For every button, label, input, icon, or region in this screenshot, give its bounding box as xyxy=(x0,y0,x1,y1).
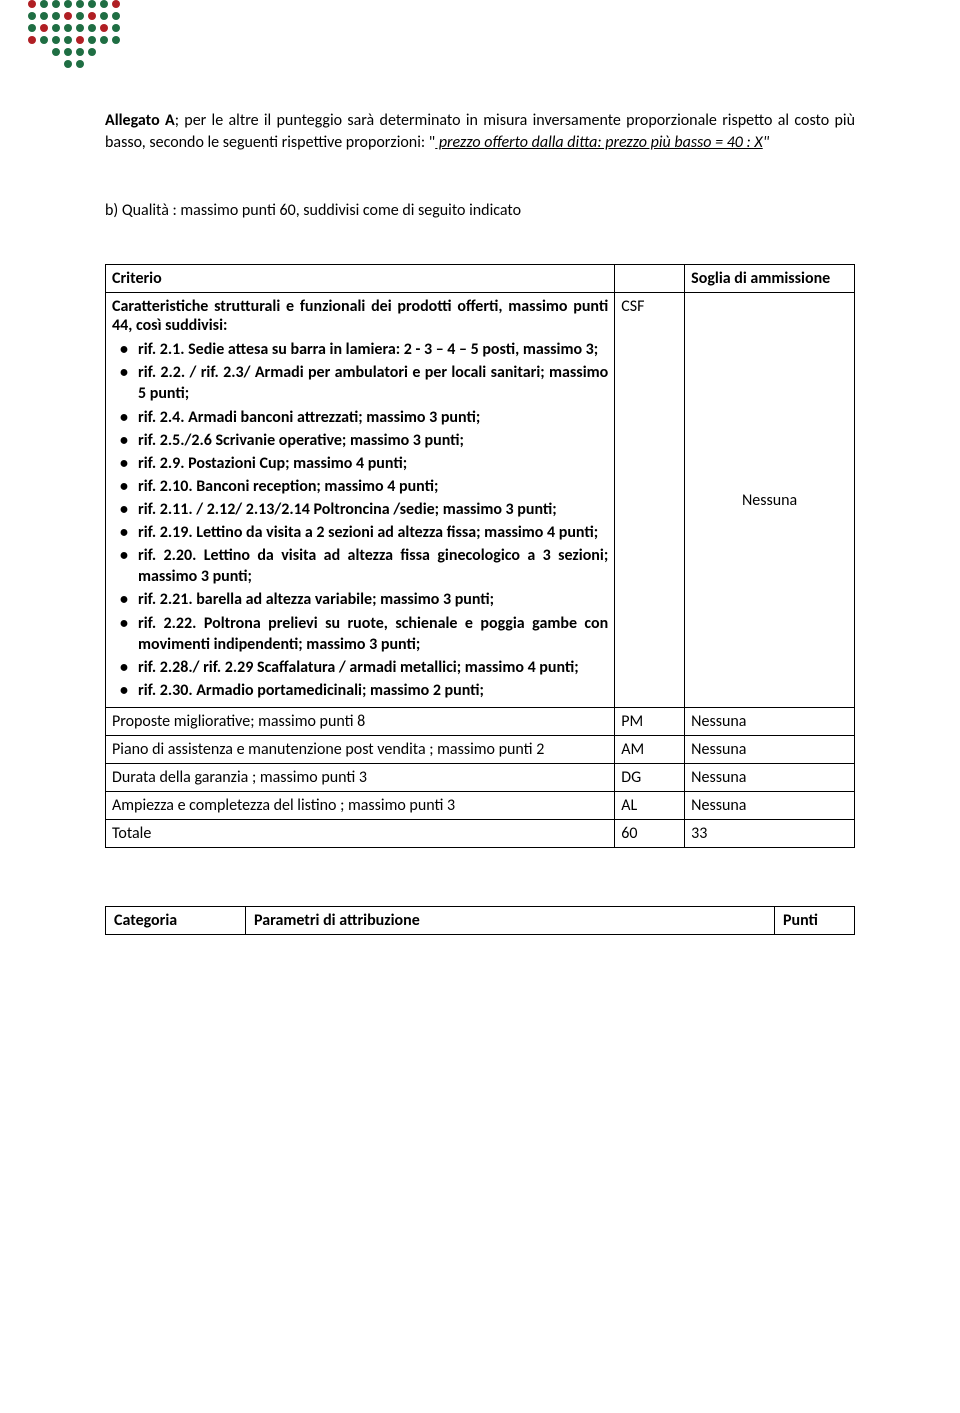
csf-item: rif. 2.2. / rif. 2.3/ Armadi per ambulat… xyxy=(116,362,608,404)
logo-dot xyxy=(88,24,96,32)
logo-dot xyxy=(64,36,72,44)
logo-dot xyxy=(64,48,72,56)
row-label: Piano di assistenza e manutenzione post … xyxy=(106,735,615,763)
logo-dot xyxy=(76,48,84,56)
csf-item: rif. 2.21. barella ad altezza variabile;… xyxy=(116,589,608,610)
logo-dot xyxy=(112,12,120,20)
criteria-table: Criterio Soglia di ammissione Caratteris… xyxy=(105,264,855,848)
intro-paragraph: Allegato A; per le altre il punteggio sa… xyxy=(105,110,855,153)
logo-dot xyxy=(52,0,60,8)
csf-item: rif. 2.5./2.6 Scrivanie operative; massi… xyxy=(116,430,608,451)
sub-heading: b) Qualità : massimo punti 60, suddivisi… xyxy=(105,201,855,220)
logo-dot xyxy=(88,12,96,20)
table-row: Proposte migliorative; massimo punti 8PM… xyxy=(106,707,855,735)
row-label: Ampiezza e completezza del listino ; mas… xyxy=(106,791,615,819)
cat-h1: Categoria xyxy=(106,906,246,934)
logo-dot xyxy=(40,36,48,44)
logo-dot xyxy=(100,0,108,8)
csf-item: rif. 2.22. Poltrona prelievi su ruote, s… xyxy=(116,613,608,655)
row-soglia: Nessuna xyxy=(685,791,855,819)
logo-dot xyxy=(76,60,84,68)
table-row: Durata della garanzia ; massimo punti 3D… xyxy=(106,763,855,791)
logo-dot xyxy=(64,0,72,8)
logo-dot xyxy=(88,0,96,8)
csf-item: rif. 2.10. Banconi reception; massimo 4 … xyxy=(116,476,608,497)
row-label: Proposte migliorative; massimo punti 8 xyxy=(106,707,615,735)
csf-item: rif. 2.19. Lettino da visita a 2 sezioni… xyxy=(116,522,608,543)
logo-dot xyxy=(28,24,36,32)
csf-item: rif. 2.9. Postazioni Cup; massimo 4 punt… xyxy=(116,453,608,474)
csf-item: rif. 2.20. Lettino da visita ad altezza … xyxy=(116,545,608,587)
csf-item: rif. 2.11. / 2.12/ 2.13/2.14 Poltroncina… xyxy=(116,499,608,520)
cell-csf-desc: Caratteristiche strutturali e funzionali… xyxy=(106,293,615,708)
csf-item: rif. 2.4. Armadi banconi attrezzati; mas… xyxy=(116,407,608,428)
logo-dot xyxy=(28,0,36,8)
total-label: Totale xyxy=(106,819,615,847)
logo-dot xyxy=(112,24,120,32)
logo-dot xyxy=(28,12,36,20)
logo-dot xyxy=(40,24,48,32)
logo-dot xyxy=(100,36,108,44)
logo xyxy=(28,0,120,68)
logo-dot xyxy=(100,12,108,20)
logo-dot xyxy=(76,24,84,32)
hdr-criterio: Criterio xyxy=(106,265,615,293)
header-row: Criterio Soglia di ammissione xyxy=(106,265,855,293)
logo-dot xyxy=(100,24,108,32)
row-code: PM xyxy=(615,707,685,735)
csf-title: Caratteristiche strutturali e funzionali… xyxy=(112,297,608,335)
row-code: AM xyxy=(615,735,685,763)
row-total: Totale 60 33 xyxy=(106,819,855,847)
logo-dot xyxy=(112,0,120,8)
logo-dot xyxy=(112,36,120,44)
logo-dot xyxy=(40,12,48,20)
hdr-code xyxy=(615,265,685,293)
cell-csf-code: CSF xyxy=(615,293,685,708)
csf-item: rif. 2.28./ rif. 2.29 Scaffalatura / arm… xyxy=(116,657,608,678)
csf-item: rif. 2.1. Sedie attesa su barra in lamie… xyxy=(116,339,608,360)
logo-dot xyxy=(64,60,72,68)
logo-dot xyxy=(52,48,60,56)
logo-dot xyxy=(64,24,72,32)
row-code: AL xyxy=(615,791,685,819)
logo-dot xyxy=(28,36,36,44)
row-soglia: Nessuna xyxy=(685,707,855,735)
logo-dot xyxy=(88,36,96,44)
row-code: DG xyxy=(615,763,685,791)
intro-close: " xyxy=(763,133,769,152)
logo-dot xyxy=(52,36,60,44)
logo-dot xyxy=(76,0,84,8)
cell-csf-soglia: Nessuna xyxy=(685,293,855,708)
cat-row: Categoria Parametri di attribuzione Punt… xyxy=(106,906,855,934)
table-row: Piano di assistenza e manutenzione post … xyxy=(106,735,855,763)
cat-h3: Punti xyxy=(775,906,855,934)
logo-dot xyxy=(52,12,60,20)
table-row: Ampiezza e completezza del listino ; mas… xyxy=(106,791,855,819)
hdr-soglia: Soglia di ammissione xyxy=(685,265,855,293)
logo-dot xyxy=(76,36,84,44)
row-csf: Caratteristiche strutturali e funzionali… xyxy=(106,293,855,708)
total-code: 60 xyxy=(615,819,685,847)
intro-bold: Allegato A xyxy=(105,111,175,130)
cat-h2: Parametri di attribuzione xyxy=(246,906,775,934)
logo-dot xyxy=(52,24,60,32)
logo-dot xyxy=(76,12,84,20)
category-table: Categoria Parametri di attribuzione Punt… xyxy=(105,906,855,935)
csf-item: rif. 2.30. Armadio portamedicinali; mass… xyxy=(116,680,608,701)
logo-dot xyxy=(88,48,96,56)
total-soglia: 33 xyxy=(685,819,855,847)
row-label: Durata della garanzia ; massimo punti 3 xyxy=(106,763,615,791)
logo-dot xyxy=(40,0,48,8)
row-soglia: Nessuna xyxy=(685,763,855,791)
csf-item-list: rif. 2.1. Sedie attesa su barra in lamie… xyxy=(112,339,608,701)
row-soglia: Nessuna xyxy=(685,735,855,763)
logo-dot xyxy=(64,12,72,20)
intro-formula: prezzo offerto dalla ditta: prezzo più b… xyxy=(435,133,763,152)
